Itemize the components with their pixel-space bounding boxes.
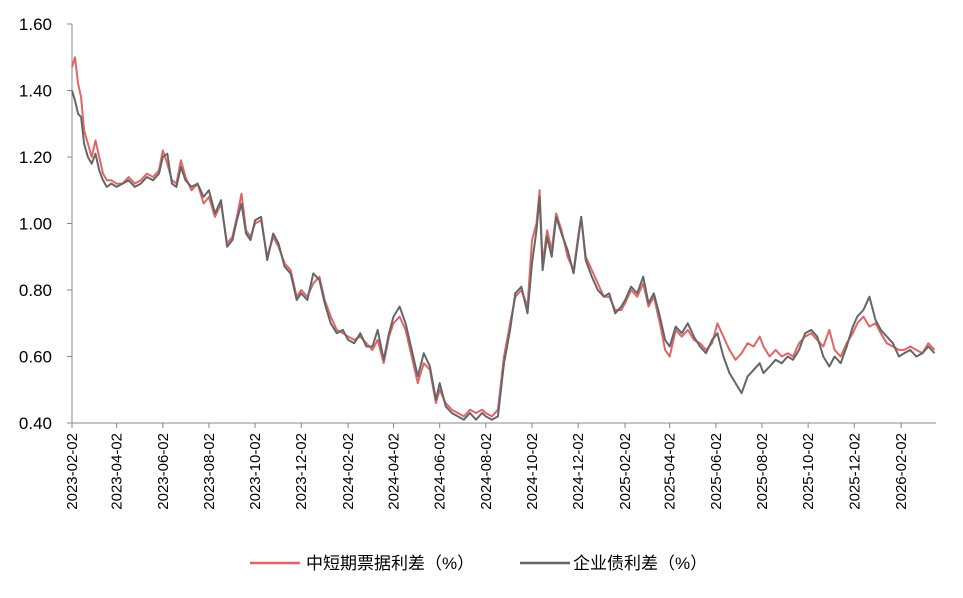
y-tick-label: 0.40 [19,414,52,433]
x-tick-label: 2025-12-02 [846,433,863,510]
x-tick-label: 2025-02-02 [617,433,634,510]
x-tick-label: 2023-04-02 [109,433,126,510]
x-tick-label: 2025-08-02 [754,433,771,510]
x-tick-label: 2024-10-02 [524,433,541,510]
x-tick-label: 2024-12-02 [570,433,587,510]
x-tick-label: 2024-06-02 [432,433,449,510]
x-tick-label: 2023-12-02 [293,433,310,510]
y-tick-label: 1.40 [19,82,52,101]
x-tick-label: 2024-04-02 [386,433,403,510]
x-tick-label: 2023-10-02 [247,433,264,510]
x-tick-label: 2025-06-02 [708,433,725,510]
y-tick-label: 1.00 [19,215,52,234]
x-axis-ticks: 2023-02-02 2023-04-02 2023-06-02 2023-08-02… [64,423,910,510]
series-line-0 [71,56,936,418]
x-tick-label: 2023-06-02 [155,433,172,510]
legend: 中短期票据利差（%） 企业债利差（%） [250,554,707,573]
legend-label-0: 中短期票据利差（%） [306,554,474,573]
x-tick-label: 2026-02-02 [893,433,910,510]
legend-label-1: 企业债利差（%） [573,554,707,573]
x-tick-label: 2025-04-02 [662,433,679,510]
x-tick-label: 2025-10-02 [800,433,817,510]
series-lines [71,56,936,421]
x-tick-label: 2024-02-02 [340,433,357,510]
y-tick-label: 1.20 [19,148,52,167]
y-tick-label: 0.60 [19,348,52,367]
y-tick-label: 1.60 [19,15,52,34]
x-tick-label: 2023-02-02 [64,433,81,510]
x-tick-label: 2023-08-02 [201,433,218,510]
series-line-1 [71,90,936,421]
y-tick-label: 0.80 [19,281,52,300]
y-axis-ticks: 1.60 1.40 1.20 1.00 0.80 0.60 0.40 [19,15,72,433]
x-tick-label: 2024-08-02 [478,433,495,510]
